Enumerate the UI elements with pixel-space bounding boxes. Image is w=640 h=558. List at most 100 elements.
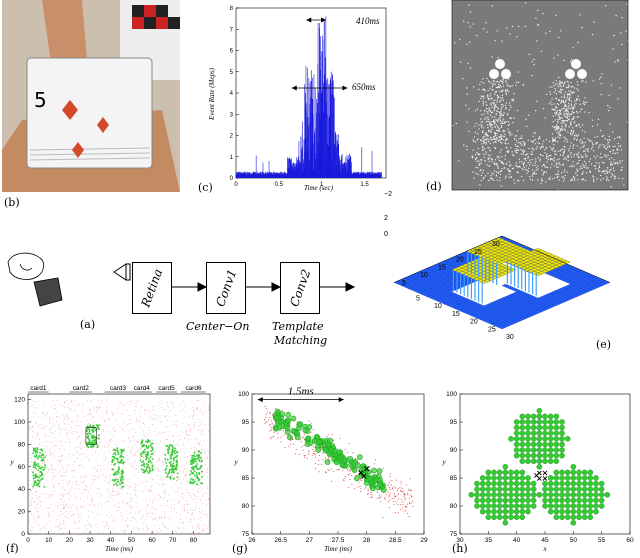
bg-event [29,506,31,507]
event-dot [481,132,484,134]
bg-event [64,423,65,425]
bg-event [93,480,94,482]
event-dot [483,110,486,112]
event-dot [515,165,517,167]
bg-event [156,459,158,461]
bg-event [158,470,160,472]
event-dot [502,85,504,87]
bg-event [193,411,195,413]
bg-event [107,450,109,452]
bg-event [56,444,57,446]
event-dot [555,107,558,109]
event-dot [561,119,563,122]
event-dot [501,161,503,164]
card-event [44,456,46,458]
card-event [38,481,41,484]
event-dot [497,171,500,174]
card-event [143,465,146,468]
bg-event [121,515,123,517]
event-dot [500,80,502,82]
bg-event [147,513,148,515]
event-dot [531,74,533,77]
event-dot [510,147,512,149]
event-dot [540,183,542,185]
event-dot [489,110,491,112]
bg-event [196,461,198,463]
bg-event [173,473,175,474]
bg-event [73,533,75,535]
bg-event [64,406,66,408]
bg-event [53,432,54,434]
bg-event [188,483,190,485]
event-dot [499,113,502,115]
bg-event [78,436,79,438]
bg-event [167,458,169,460]
bg-event [171,507,172,509]
card-event [35,467,37,470]
event-dot [493,82,495,84]
bg-event [32,446,34,448]
event-dot [501,113,503,115]
event-dot [503,112,505,114]
bg-event [156,483,158,484]
card-event [88,430,91,432]
bg-event [163,460,165,462]
bg-event [88,412,90,414]
bg-event [29,434,30,436]
event-dot [500,137,503,139]
bg-event [90,409,92,411]
event-dot [547,158,549,161]
y-tick-label: 5 [230,70,234,76]
event-dot [559,110,561,112]
bg-event [131,519,132,521]
bg-event [44,440,46,442]
bg-event [62,532,64,534]
bg-event [29,457,31,459]
card-event [32,466,35,468]
bg-event [160,422,162,424]
bg-event [54,437,56,439]
x-tick-label: 70 [169,537,177,544]
event-dot [499,101,501,103]
bg-event [131,466,133,468]
bg-event [74,409,76,410]
event-dot [494,122,496,124]
bg-event [136,495,138,497]
event-dot [490,102,492,105]
bg-event [205,457,207,459]
event-dot [556,131,558,133]
bg-event [202,530,204,532]
event-dot [576,125,578,127]
y-tick-label: 10 [434,303,442,310]
bg-event [189,455,191,457]
bg-event [122,493,124,495]
event-dot [554,140,556,142]
bg-event [35,409,36,411]
bg-event [152,463,154,465]
event-dot [485,153,487,155]
bg-event [102,428,103,430]
bg-event [93,406,95,408]
event-dot [496,30,498,32]
event-dot [553,157,556,159]
bg-event [71,400,73,402]
bg-event [86,528,88,529]
card-event [113,479,115,481]
event-dot [509,134,511,136]
bg-event [36,498,38,499]
event-dot [582,178,584,180]
bg-event [138,529,140,530]
bg-event [83,488,85,490]
event-dot [478,164,480,166]
bg-event [157,494,159,496]
event-dot [580,154,582,156]
bg-event [144,409,146,410]
bg-event [39,479,41,481]
bg-event [175,415,177,416]
bg-event [43,401,45,403]
bg-event [180,403,182,405]
bg-event [171,402,173,404]
bg-event [89,401,91,403]
event-dot [565,158,567,160]
card-event [113,455,115,458]
